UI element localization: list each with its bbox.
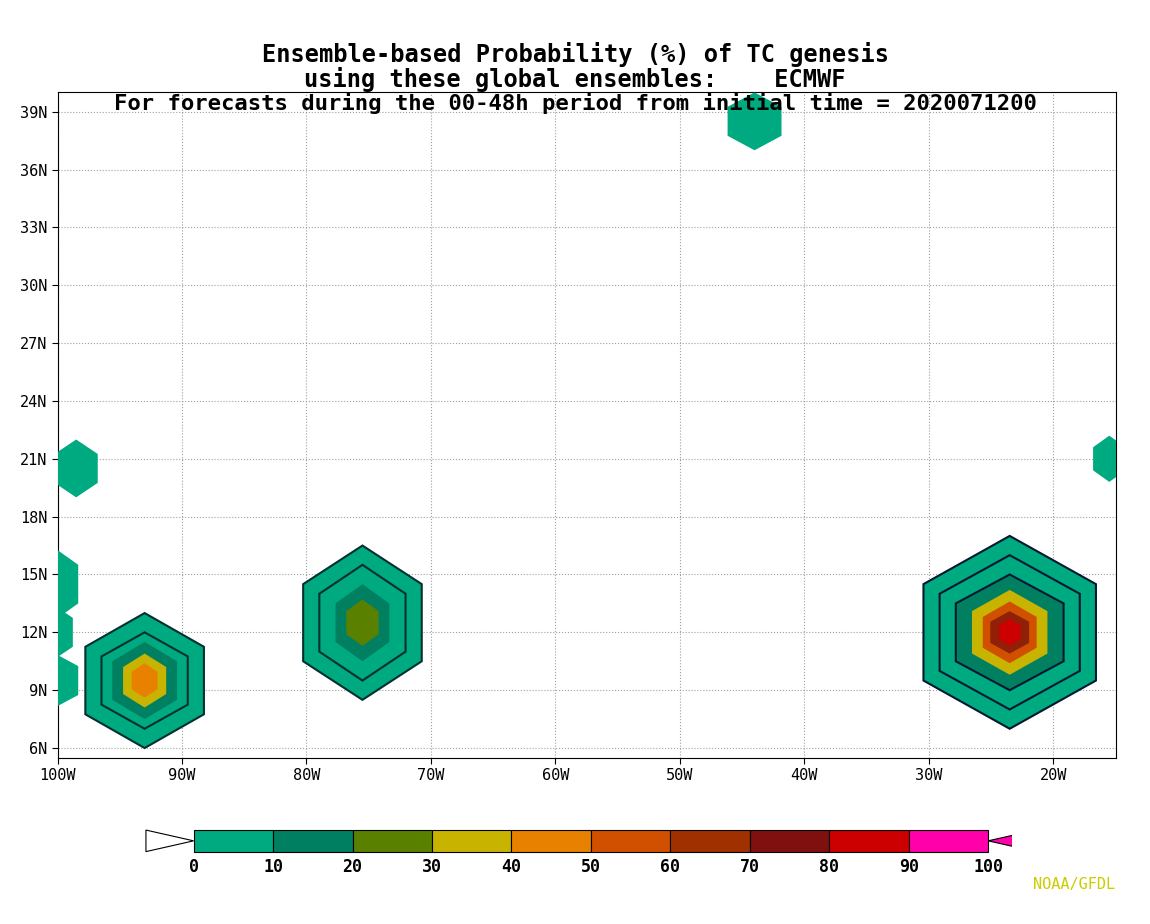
Polygon shape <box>24 545 78 623</box>
Polygon shape <box>304 545 422 699</box>
Polygon shape <box>320 565 406 681</box>
Polygon shape <box>990 611 1029 653</box>
Polygon shape <box>940 555 1080 710</box>
Polygon shape <box>85 613 204 748</box>
Polygon shape <box>123 653 167 708</box>
Polygon shape <box>113 642 177 719</box>
Polygon shape <box>983 602 1036 663</box>
Polygon shape <box>988 830 1036 852</box>
Polygon shape <box>30 603 72 662</box>
Polygon shape <box>54 440 98 497</box>
Bar <box>353 830 432 852</box>
Bar <box>670 830 750 852</box>
Polygon shape <box>1094 435 1126 482</box>
Polygon shape <box>132 663 158 698</box>
Text: 100: 100 <box>973 858 1003 876</box>
Bar <box>750 830 829 852</box>
Bar <box>908 830 988 852</box>
Polygon shape <box>923 536 1096 729</box>
Bar <box>193 830 273 852</box>
Polygon shape <box>728 92 782 151</box>
Text: 80: 80 <box>819 858 840 876</box>
Text: 50: 50 <box>581 858 601 876</box>
Bar <box>829 830 908 852</box>
Text: NOAA/GFDL: NOAA/GFDL <box>1034 877 1116 892</box>
Bar <box>273 830 353 852</box>
Text: 70: 70 <box>739 858 760 876</box>
Text: 10: 10 <box>263 858 283 876</box>
Bar <box>591 830 670 852</box>
Text: using these global ensembles:    ECMWF: using these global ensembles: ECMWF <box>305 67 845 91</box>
Text: 60: 60 <box>660 858 681 876</box>
Bar <box>432 830 512 852</box>
Polygon shape <box>146 830 193 852</box>
Text: Ensemble-based Probability (%) of TC genesis: Ensemble-based Probability (%) of TC gen… <box>261 42 889 67</box>
Text: 90: 90 <box>898 858 919 876</box>
Polygon shape <box>336 584 390 662</box>
Polygon shape <box>101 632 187 729</box>
Polygon shape <box>346 600 378 646</box>
Text: For forecasts during the 00-48h period from initial time = 2020071200: For forecasts during the 00-48h period f… <box>114 92 1036 115</box>
Polygon shape <box>999 619 1020 646</box>
Polygon shape <box>956 575 1064 690</box>
Bar <box>512 830 591 852</box>
Text: 0: 0 <box>189 858 199 876</box>
Text: 30: 30 <box>422 858 442 876</box>
Text: 40: 40 <box>501 858 521 876</box>
Polygon shape <box>972 590 1048 675</box>
Polygon shape <box>24 651 78 710</box>
Text: 20: 20 <box>343 858 362 876</box>
